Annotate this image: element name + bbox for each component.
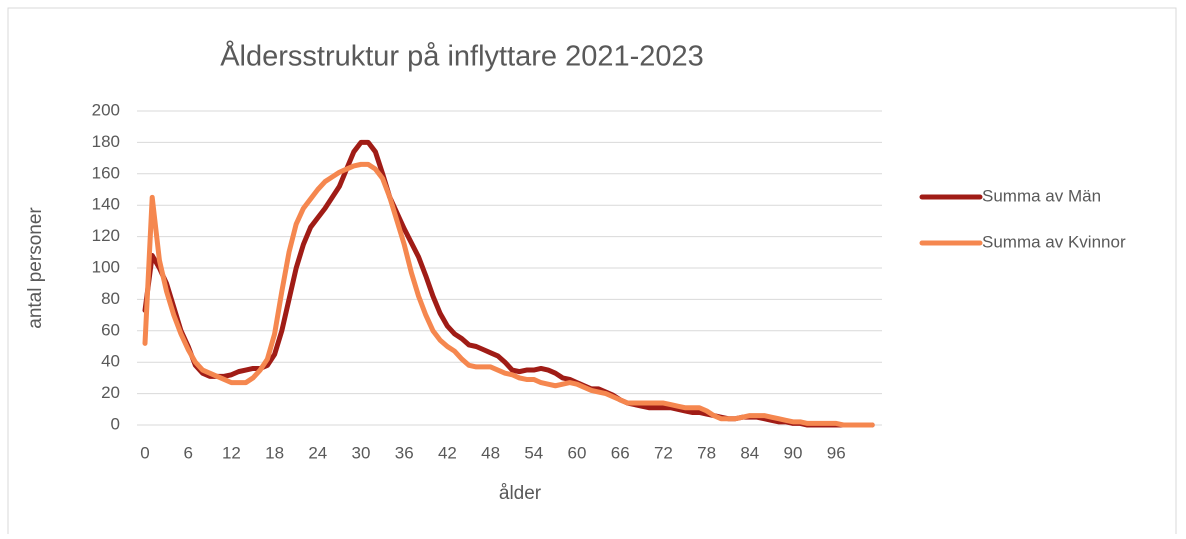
x-tick-label: 18	[265, 443, 284, 462]
y-tick-label: 140	[92, 195, 120, 214]
x-tick-label: 90	[784, 443, 803, 462]
x-tick-label: 54	[524, 443, 543, 462]
x-tick-label: 96	[827, 443, 846, 462]
x-tick-label: 24	[308, 443, 327, 462]
x-axis-label: ålder	[499, 483, 542, 504]
y-axis-label: antal personer	[25, 207, 46, 329]
x-tick-label: 66	[611, 443, 630, 462]
chart-title: Åldersstruktur på inflyttare 2021-2023	[220, 40, 704, 73]
y-tick-label: 80	[101, 289, 120, 308]
x-tick-label: 30	[352, 443, 371, 462]
x-tick-label: 78	[697, 443, 716, 462]
x-tick-label: 12	[222, 443, 241, 462]
series-line	[142, 139, 875, 428]
x-tick-label: 6	[183, 443, 192, 462]
y-tick-label: 100	[92, 257, 120, 276]
y-tick-label: 20	[101, 383, 120, 402]
legend-label: Summa av Män	[982, 186, 1101, 205]
x-tick-label: 42	[438, 443, 457, 462]
x-tick-label: 0	[140, 443, 149, 462]
y-tick-label: 120	[92, 226, 120, 245]
y-tick-label: 200	[92, 100, 120, 119]
y-tick-label: 40	[101, 352, 120, 371]
series-line	[142, 161, 875, 428]
x-tick-label: 72	[654, 443, 673, 462]
y-tick-label: 0	[111, 414, 120, 433]
legend-label: Summa av Kvinnor	[982, 232, 1126, 251]
x-tick-label: 84	[740, 443, 759, 462]
x-tick-label: 36	[395, 443, 414, 462]
x-tick-label: 48	[481, 443, 500, 462]
y-tick-label: 60	[101, 320, 120, 339]
x-tick-label: 60	[568, 443, 587, 462]
y-tick-label: 180	[92, 132, 120, 151]
y-tick-label: 160	[92, 163, 120, 182]
